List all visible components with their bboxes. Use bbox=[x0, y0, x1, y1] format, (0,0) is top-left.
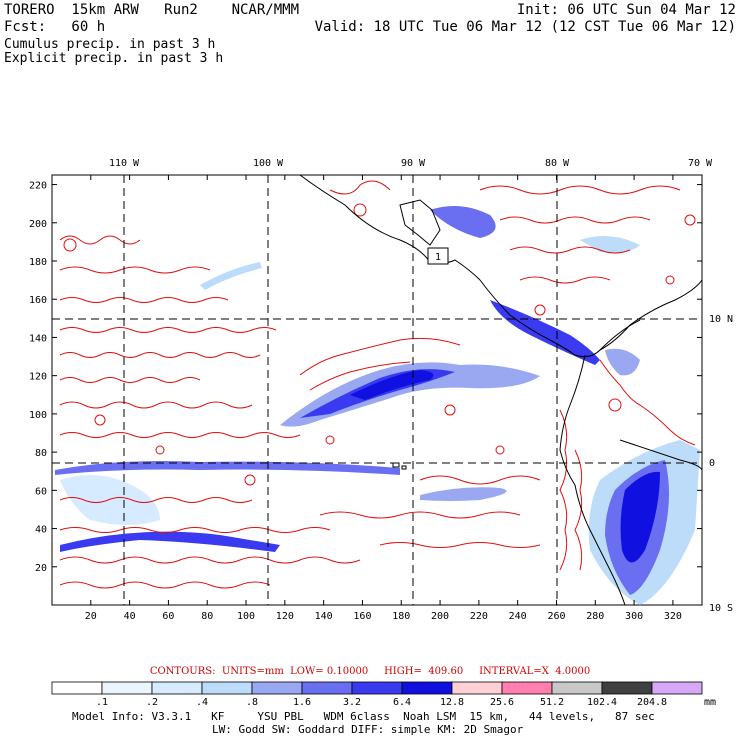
legend-swatch bbox=[401, 681, 453, 695]
x-tick-label: 120 bbox=[276, 611, 294, 620]
x-tick-label: 180 bbox=[392, 611, 410, 620]
legend-swatch bbox=[451, 681, 503, 695]
station-box-label: 1 bbox=[435, 252, 441, 263]
x-tick-label: 80 bbox=[201, 611, 213, 620]
contour-info: CONTOURS: UNITS=mm LOW= 0.10000 HIGH= 40… bbox=[149, 666, 591, 677]
precip-map: 1 20 40 60 80 100 120 140 160 180 200 220 240 260 280… bbox=[29, 158, 733, 620]
x-tick-label: 200 bbox=[431, 611, 449, 620]
field-label-explicit: Explicit precip. in past 3 h bbox=[4, 51, 224, 66]
legend-label: 12.8 bbox=[440, 697, 464, 708]
legend-label: 102.4 bbox=[587, 697, 617, 708]
lon-label-100w: 100 W bbox=[253, 158, 284, 169]
lat-label-10s: 10 S bbox=[709, 603, 733, 614]
lon-label-110w: 110 W bbox=[109, 158, 140, 169]
legend-label: 6.4 bbox=[393, 697, 411, 708]
x-tick-label: 320 bbox=[664, 611, 682, 620]
lat-lon-grid bbox=[52, 175, 702, 605]
legend-swatch bbox=[201, 681, 253, 695]
y-tick-label: 160 bbox=[29, 295, 47, 306]
coastlines bbox=[299, 175, 702, 605]
lat-label-0: 0 bbox=[709, 458, 715, 469]
x-tick-label: 40 bbox=[124, 611, 136, 620]
lon-label-70w: 70 W bbox=[688, 158, 713, 169]
lon-label-80w: 80 W bbox=[545, 158, 570, 169]
model-info-line2: LW: Godd SW: Goddard DIFF: simple KM: 2D… bbox=[212, 723, 524, 736]
x-tick-label: 20 bbox=[85, 611, 97, 620]
legend-swatch bbox=[51, 681, 103, 695]
legend-swatch bbox=[301, 681, 353, 695]
legend-label: .4 bbox=[196, 697, 208, 708]
model-title: TORERO 15km ARW Run2 NCAR/MMM bbox=[4, 2, 300, 18]
y-tick-label: 100 bbox=[29, 410, 47, 421]
y-tick-label: 220 bbox=[29, 181, 47, 192]
y-tick-label: 140 bbox=[29, 333, 47, 344]
valid-time: Valid: 18 UTC Tue 06 Mar 12 (12 CST Tue … bbox=[314, 19, 736, 35]
legend-label: 204.8 bbox=[637, 697, 667, 708]
legend-label: .1 bbox=[96, 697, 108, 708]
lon-label-90w: 90 W bbox=[401, 158, 426, 169]
legend-swatch bbox=[501, 681, 553, 695]
legend-label: .2 bbox=[146, 697, 158, 708]
y-tick-label: 80 bbox=[35, 448, 47, 459]
legend-label: 1.6 bbox=[293, 697, 311, 708]
y-tick-label: 120 bbox=[29, 372, 47, 383]
explicit-precip-contours bbox=[59, 180, 696, 589]
legend-swatch bbox=[651, 681, 703, 695]
legend-unit: mm bbox=[704, 697, 716, 708]
cumulus-precip-shading bbox=[55, 206, 700, 605]
x-tick-label: 280 bbox=[586, 611, 604, 620]
y-tick-label: 200 bbox=[29, 219, 47, 230]
x-tick-label: 300 bbox=[625, 611, 643, 620]
colorbar-legend: .1.2.4.8 1.6 3.2 6.4 12.8 25.6 51.2 102.4 204.8 … bbox=[51, 681, 716, 708]
station-box bbox=[427, 247, 449, 265]
y-tick-label: 40 bbox=[35, 525, 47, 536]
field-label-cumulus: Cumulus precip. in past 3 h bbox=[4, 37, 216, 52]
x-tick-label: 140 bbox=[315, 611, 333, 620]
legend-swatch bbox=[551, 681, 603, 695]
lat-label-10n: 10 N bbox=[709, 314, 733, 325]
legend-label: 25.6 bbox=[490, 697, 514, 708]
y-tick-label: 20 bbox=[35, 563, 47, 574]
x-tick-label: 160 bbox=[353, 611, 371, 620]
legend-swatch bbox=[351, 681, 403, 695]
x-tick-label: 60 bbox=[162, 611, 174, 620]
y-tick-label: 180 bbox=[29, 257, 47, 268]
legend-swatch bbox=[151, 681, 203, 695]
y-tick-label: 60 bbox=[35, 486, 47, 497]
model-info-line1: Model Info: V3.3.1 KF YSU PBL WDM 6class… bbox=[72, 710, 655, 723]
legend-swatch bbox=[101, 681, 153, 695]
x-tick-label: 260 bbox=[547, 611, 565, 620]
x-tick-label: 240 bbox=[509, 611, 527, 620]
legend-swatch bbox=[251, 681, 303, 695]
x-tick-label: 100 bbox=[237, 611, 255, 620]
init-time: Init: 06 UTC Sun 04 Mar 12 bbox=[516, 2, 736, 18]
forecast-hour: Fcst: 60 h bbox=[4, 19, 106, 35]
legend-swatch bbox=[601, 681, 653, 695]
legend-label: .8 bbox=[246, 697, 258, 708]
legend-label: 51.2 bbox=[540, 697, 564, 708]
legend-label: 3.2 bbox=[343, 697, 361, 708]
x-tick-label: 220 bbox=[470, 611, 488, 620]
